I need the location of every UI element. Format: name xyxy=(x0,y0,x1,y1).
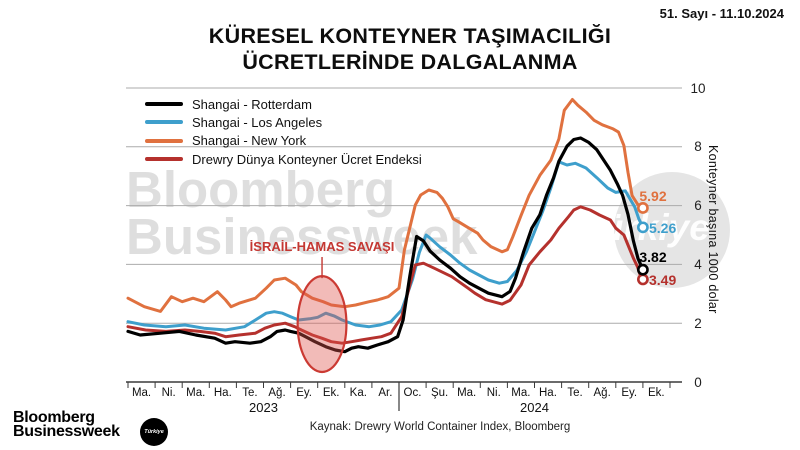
month-label: Ka. xyxy=(349,387,367,399)
line-shangai-los-angeles xyxy=(126,160,645,332)
month-label: Ma. xyxy=(131,387,152,399)
legend-label: Shangai - Los Angeles xyxy=(192,114,323,130)
end-value-los-angeles: 5.26 xyxy=(649,220,677,236)
end-marker-1 xyxy=(637,221,649,234)
month-label: Ağ. xyxy=(268,387,286,399)
month-label: Ni. xyxy=(161,387,176,399)
month-label: Ni. xyxy=(486,387,501,399)
end-value-rotterdam: 3.82 xyxy=(639,249,667,265)
end-value-new-york: 5.92 xyxy=(639,188,667,204)
turkiye-badge: Türkiye xyxy=(140,418,168,446)
bloomberg-businessweek-logo: Bloomberg Businessweek xyxy=(13,409,120,440)
title-line-2: ÜCRETLERİNDE DALGALANMA xyxy=(242,50,578,74)
y-tick-label-6: 6 xyxy=(694,198,702,214)
end-marker-2 xyxy=(637,202,649,214)
month-label: Oc. xyxy=(403,387,422,399)
year-label-2023: 2023 xyxy=(249,400,278,415)
legend-item-3: Drewry Dünya Konteyner Ücret Endeksi xyxy=(145,150,422,168)
year-label-2024: 2024 xyxy=(520,400,549,415)
war-period-ellipse xyxy=(296,275,348,374)
legend-swatch-icon xyxy=(145,120,183,125)
y-tick-label-10: 10 xyxy=(690,80,706,96)
legend-swatch-icon xyxy=(145,102,183,107)
legend-item-2: Shangai - New York xyxy=(145,132,422,150)
chart-legend: Shangai - Rotterdam Shangai - Los Angeles… xyxy=(145,95,422,168)
legend-item-0: Shangai - Rotterdam xyxy=(145,95,422,113)
y-tick-label-8: 8 xyxy=(694,139,702,155)
turkiye-circle-watermark xyxy=(614,172,730,288)
line-shangai-rotterdam xyxy=(126,136,645,354)
month-label: Ma. xyxy=(511,387,531,399)
y-axis-title: Konteyner başına 1000 dolar xyxy=(706,145,720,314)
month-label: Ağ. xyxy=(593,387,611,399)
month-label: Ey. xyxy=(621,387,638,399)
end-marker-0 xyxy=(637,263,649,276)
page-title: KÜRESEL KONTEYNER TAŞIMACILIĞI ÜCRETLERİ… xyxy=(0,23,800,75)
month-label: Ar. xyxy=(378,387,393,399)
legend-label: Shangai - Rotterdam xyxy=(192,96,312,112)
month-label: Ma. xyxy=(186,387,206,399)
legend-label: Shangai - New York xyxy=(192,133,307,149)
month-label: Ey. xyxy=(296,387,312,399)
watermark-line-1: Bloomberg xyxy=(126,161,396,218)
month-label: Ek. xyxy=(648,387,665,399)
israel-hamas-war-annotation: İSRAİL-HAMAS SAVAŞI xyxy=(249,239,395,254)
month-label: Ha. xyxy=(213,387,232,399)
month-label: Ma. xyxy=(457,387,477,399)
legend-item-1: Shangai - Los Angeles xyxy=(145,113,422,131)
month-label: Te. xyxy=(567,387,583,399)
issue-date: 51. Sayı - 11.10.2024 xyxy=(659,6,784,21)
title-line-1: KÜRESEL KONTEYNER TAŞIMACILIĞI xyxy=(208,24,612,48)
line-shangai-new-york xyxy=(126,98,645,313)
month-label: Ha. xyxy=(539,387,557,399)
legend-label: Drewry Dünya Konteyner Ücret Endeksi xyxy=(192,151,422,167)
end-marker-3 xyxy=(637,273,649,286)
end-value-drewry: 3.49 xyxy=(649,272,677,288)
source-note: Kaynak: Drewry World Container Index, Bl… xyxy=(309,421,571,433)
month-label: Şu. xyxy=(430,387,449,399)
logo-line-1: Bloomberg xyxy=(13,409,95,426)
line-drewry-d-nya-konteyner-cret-endeksi xyxy=(126,205,645,345)
legend-swatch-icon xyxy=(145,138,183,143)
x-axis-month-labels: Ma. Ni. Ma. Ha. Te. Ağ. Ey. Ek. Ka. Ar. Oc. Şu. Ma. N… xyxy=(128,387,670,399)
y-tick-label-4: 4 xyxy=(694,256,702,272)
month-label: Ek. xyxy=(322,387,340,399)
legend-swatch-icon xyxy=(145,157,183,162)
y-tick-label-0: 0 xyxy=(694,374,702,390)
month-label: Te. xyxy=(242,387,258,399)
logo-line-2: Businessweek xyxy=(13,422,120,440)
y-tick-label-2: 2 xyxy=(694,315,702,331)
